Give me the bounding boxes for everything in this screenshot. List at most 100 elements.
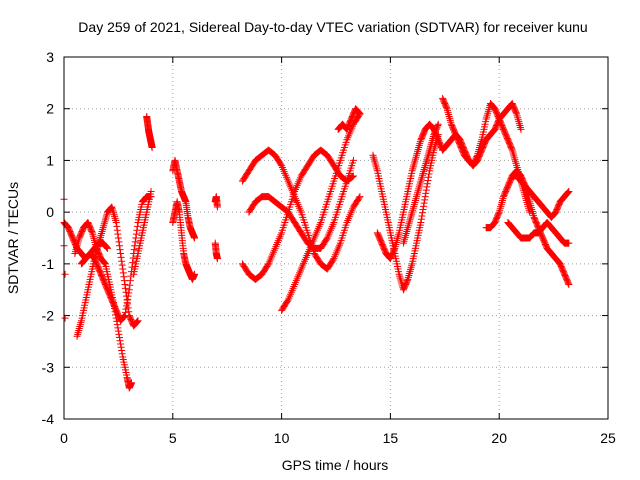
data-point: [277, 160, 285, 168]
data-point: [147, 187, 155, 195]
data-point: [100, 259, 108, 267]
data-point: [125, 286, 133, 294]
data-point: [356, 193, 364, 201]
data-point: [118, 257, 126, 265]
data-point: [117, 343, 125, 351]
data-point: [103, 244, 111, 252]
x-tick-label: 5: [169, 430, 177, 446]
data-point: [283, 297, 291, 305]
data-point: [264, 261, 272, 269]
data-point: [423, 183, 431, 191]
x-tick-label: 0: [60, 430, 68, 446]
data-point: [355, 109, 363, 117]
data-point: [129, 254, 137, 262]
data-point: [120, 273, 128, 281]
data-point: [116, 337, 124, 345]
data-point: [123, 302, 131, 310]
data-point: [119, 269, 127, 277]
y-tick-label: 1: [46, 152, 54, 168]
y-tick-label: -3: [42, 359, 55, 375]
data-point: [191, 270, 199, 278]
data-point: [434, 122, 442, 130]
y-tick-label: 3: [46, 49, 54, 65]
tick-layer: 0 5 10 15 20 25 -4 -3 -2 -1 0 1 2 3: [42, 49, 616, 446]
data-point: [421, 193, 429, 201]
data-point: [424, 173, 432, 181]
y-tick-label: -4: [42, 411, 55, 427]
data-point: [118, 350, 126, 358]
data-point: [117, 340, 125, 348]
data-point: [120, 277, 128, 285]
data-point: [113, 226, 121, 234]
data-point: [123, 299, 131, 307]
chart-title: Day 259 of 2021, Sidereal Day-to-day VTE…: [78, 19, 587, 35]
plot-frame: [63, 56, 609, 420]
data-point: [425, 170, 433, 178]
data-point: [508, 145, 516, 153]
data-point: [119, 265, 127, 273]
data-point: [442, 103, 450, 111]
data-point: [118, 346, 126, 354]
data-point: [565, 281, 573, 289]
x-axis-label: GPS time / hours: [282, 457, 389, 473]
y-tick-label: 0: [46, 204, 54, 220]
data-point: [61, 314, 69, 322]
data-point: [191, 234, 199, 242]
data-point: [133, 222, 141, 230]
data-point: [114, 234, 122, 242]
data-point: [419, 206, 427, 214]
data-point: [148, 144, 156, 151]
data-point: [113, 222, 121, 230]
data-point: [512, 109, 520, 117]
x-tick-label: 10: [274, 430, 290, 446]
data-point: [348, 173, 356, 181]
data-point: [564, 279, 572, 287]
y-tick-label: -2: [42, 308, 55, 324]
data-point: [118, 261, 126, 269]
data-point: [131, 238, 139, 246]
data-point: [133, 317, 141, 325]
data-point: [88, 228, 96, 236]
data-point: [422, 189, 430, 197]
data-point: [418, 212, 426, 220]
data-marks-layer: [60, 94, 573, 392]
data-point: [104, 244, 112, 252]
data-point: [422, 186, 430, 194]
data-point: [421, 196, 429, 204]
x-tick-label: 15: [383, 430, 399, 446]
data-point: [121, 308, 129, 316]
data-point: [117, 253, 125, 261]
data-point: [349, 156, 357, 164]
data-point: [424, 176, 432, 184]
data-point: [418, 209, 426, 217]
x-tick-label: 25: [600, 430, 616, 446]
data-point: [434, 120, 442, 128]
data-point: [355, 194, 363, 202]
data-point: [423, 180, 431, 188]
data-point: [322, 235, 330, 243]
data-point: [565, 187, 573, 195]
data-point: [116, 246, 124, 254]
data-point: [564, 189, 572, 197]
data-point: [133, 226, 141, 234]
data-point: [115, 242, 123, 250]
data-point: [420, 199, 428, 207]
data-point: [124, 292, 132, 300]
data-point: [120, 312, 128, 320]
data-point: [417, 215, 425, 223]
data-point: [125, 289, 133, 297]
data-point: [127, 379, 135, 387]
data-point: [114, 230, 122, 238]
data-point: [122, 305, 130, 313]
data-point: [564, 188, 572, 196]
data-point: [112, 218, 120, 226]
data-point: [329, 256, 337, 264]
data-point: [132, 230, 140, 238]
data-point: [355, 109, 363, 117]
data-point: [126, 277, 134, 285]
data-point: [390, 246, 398, 254]
data-point: [517, 125, 525, 133]
y-axis-label: SDTVAR / TECUs: [5, 182, 21, 294]
